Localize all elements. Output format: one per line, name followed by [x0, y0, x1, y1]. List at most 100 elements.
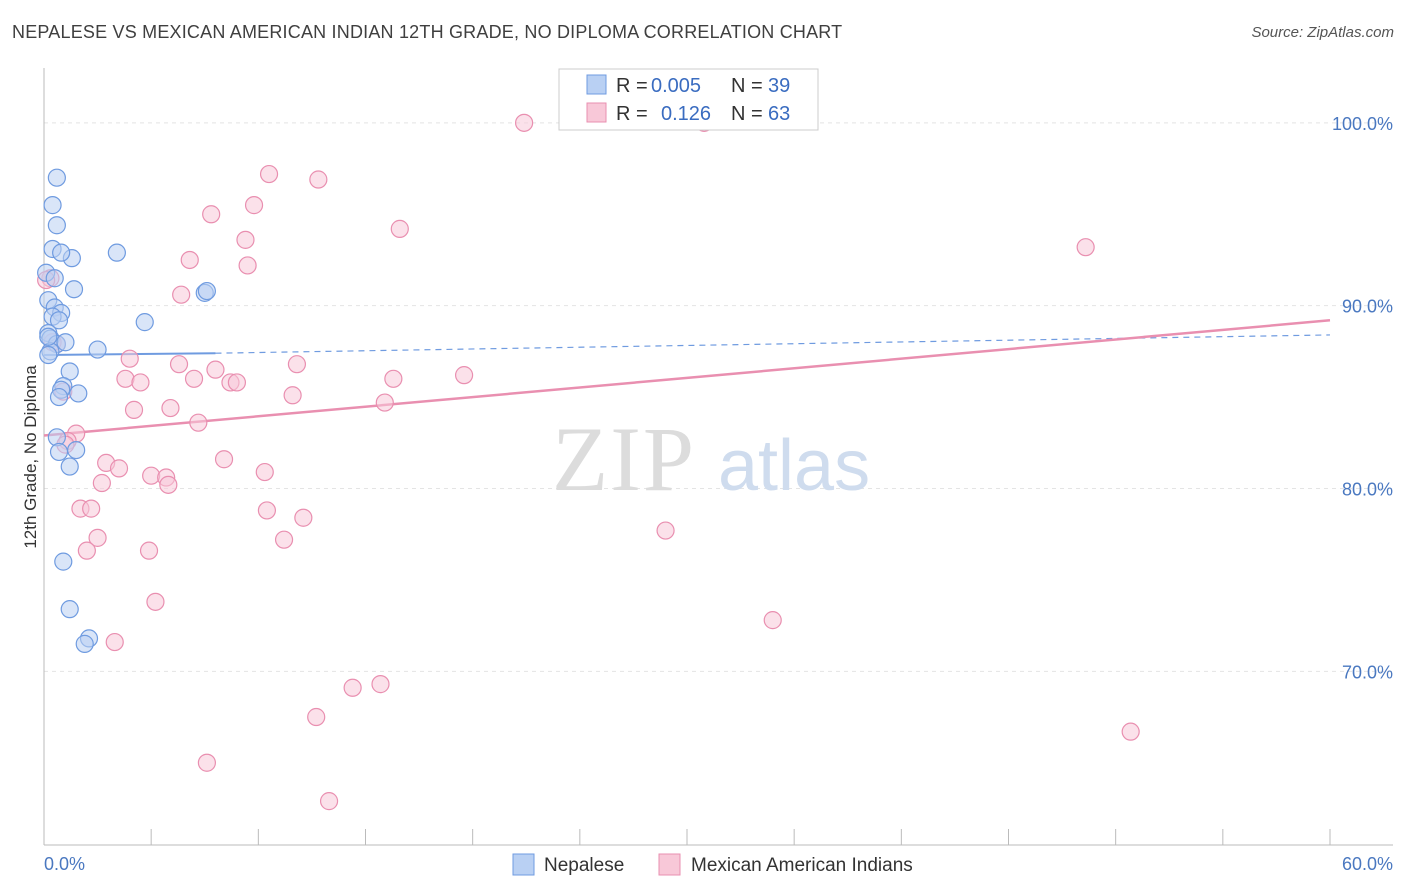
point-mexican-american-indians-46: [656, 521, 675, 540]
point-mexican-american-indians-58: [197, 753, 216, 772]
point-nepalese-37: [75, 634, 94, 653]
y-tick-labels: 100.0% 90.0% 80.0% 70.0%: [1332, 114, 1393, 682]
point-mexican-american-indians-49: [77, 541, 96, 560]
legend-label-nepalese: Nepalese: [544, 855, 624, 876]
data-points: [37, 111, 1140, 811]
point-mexican-american-indians-57: [1121, 722, 1140, 741]
point-nepalese-6: [107, 243, 126, 262]
y-tick-label-1: 90.0%: [1342, 297, 1393, 317]
point-mexican-american-indians-50: [139, 541, 159, 560]
point-nepalese-21: [56, 333, 75, 352]
point-nepalese-32: [67, 441, 86, 460]
point-mexican-american-indians-8: [236, 230, 255, 249]
point-nepalese-2: [47, 216, 66, 235]
y-tick-label-3: 70.0%: [1342, 662, 1393, 682]
point-mexican-american-indians-27: [283, 386, 302, 405]
point-mexican-american-indians-52: [763, 611, 782, 630]
point-mexican-american-indians-55: [343, 678, 362, 697]
point-mexican-american-indians-41: [159, 475, 178, 494]
point-mexican-american-indians-15: [120, 349, 139, 368]
stats-legend: R = 0.005 N = 39 R = 0.126 N = 63: [558, 68, 819, 131]
trend-line-extension-0: [215, 334, 1331, 354]
point-nepalese-0: [47, 168, 66, 187]
point-mexican-american-indians-29: [124, 400, 144, 419]
point-nepalese-31: [49, 442, 69, 462]
point-mexican-american-indians-22: [131, 373, 150, 392]
chart-source: Source: ZipAtlas.com: [1251, 24, 1394, 41]
stats-legend-n-label-2: N =: [731, 103, 763, 125]
stats-legend-r-value-1: 0.005: [651, 75, 701, 97]
legend-label-mexican-american-indians: Mexican American Indians: [691, 855, 913, 876]
point-mexican-american-indians-44: [257, 501, 277, 520]
x-tick-label-max: 60.0%: [1342, 854, 1393, 874]
point-mexican-american-indians-24: [227, 373, 246, 392]
point-nepalese-1: [43, 196, 62, 215]
point-mexican-american-indians-3: [259, 164, 279, 184]
stats-legend-n-value-1: 39: [768, 75, 790, 97]
point-mexican-american-indians-13: [172, 285, 191, 304]
legend-swatch-nepalese: [512, 853, 535, 876]
x-ticks: [150, 829, 1331, 845]
y-tick-label-0: 100.0%: [1332, 114, 1393, 134]
watermark-zip: ZIP: [552, 408, 696, 510]
point-mexican-american-indians-28: [375, 393, 394, 412]
point-mexican-american-indians-7: [390, 219, 409, 238]
point-mexican-american-indians-16: [169, 355, 189, 374]
legend-swatch-mexican-american-indians: [658, 853, 681, 876]
point-nepalese-29: [49, 387, 69, 407]
point-nepalese-27: [69, 384, 88, 403]
point-mexican-american-indians-17: [287, 355, 307, 374]
point-mexican-american-indians-20: [184, 369, 204, 388]
point-mexican-american-indians-34: [214, 450, 234, 469]
point-nepalese-11: [197, 281, 216, 301]
point-mexican-american-indians-54: [371, 675, 390, 694]
point-mexican-american-indians-6: [202, 205, 221, 224]
point-mexican-american-indians-40: [92, 473, 111, 493]
stats-legend-swatch-nepalese: [586, 74, 607, 95]
point-nepalese-23: [88, 340, 107, 359]
point-nepalese-34: [54, 552, 73, 571]
point-nepalese-17: [135, 313, 154, 332]
point-nepalese-35: [60, 600, 79, 619]
y-axis-label: 12th Grade, No Diploma: [21, 365, 40, 549]
point-mexican-american-indians-31: [189, 413, 208, 432]
stats-legend-n-label-1: N =: [731, 75, 763, 97]
point-mexican-american-indians-0: [515, 113, 534, 132]
watermark-atlas: atlas: [718, 426, 870, 506]
point-nepalese-24: [39, 345, 58, 365]
point-mexican-american-indians-10: [238, 256, 257, 275]
trend-line-1: [43, 319, 1331, 437]
x-tick-label-min: 0.0%: [44, 854, 85, 874]
point-mexican-american-indians-4: [309, 170, 328, 189]
point-mexican-american-indians-43: [82, 499, 101, 518]
point-nepalese-16: [49, 311, 69, 330]
point-mexican-american-indians-30: [161, 398, 180, 418]
point-mexican-american-indians-5: [244, 196, 264, 215]
point-nepalese-33: [60, 457, 79, 476]
y-tick-label-2: 80.0%: [1342, 479, 1393, 499]
stats-legend-swatch-mexican-american-indians: [586, 102, 607, 123]
point-mexican-american-indians-53: [105, 632, 124, 652]
watermark: ZIP atlas: [552, 408, 870, 510]
point-nepalese-38: [39, 327, 58, 346]
point-nepalese-5: [52, 243, 71, 262]
point-mexican-american-indians-11: [1076, 238, 1095, 257]
point-mexican-american-indians-18: [454, 366, 474, 385]
point-nepalese-8: [45, 269, 64, 288]
point-mexican-american-indians-59: [319, 792, 339, 811]
axes: [43, 68, 1393, 846]
point-nepalese-9: [64, 280, 84, 299]
point-mexican-american-indians-48: [274, 530, 294, 549]
point-mexican-american-indians-36: [109, 459, 129, 478]
point-mexican-american-indians-9: [180, 250, 199, 270]
chart-title: NEPALESE VS MEXICAN AMERICAN INDIAN 12TH…: [12, 22, 843, 42]
stats-legend-n-value-2: 63: [768, 103, 790, 125]
point-mexican-american-indians-19: [116, 369, 135, 388]
point-mexican-american-indians-51: [146, 592, 165, 611]
point-mexican-american-indians-47: [88, 528, 107, 547]
stats-legend-r-label-2: R =: [616, 103, 648, 125]
point-mexican-american-indians-37: [255, 462, 274, 482]
point-mexican-american-indians-25: [206, 360, 225, 379]
point-mexican-american-indians-56: [307, 707, 326, 727]
stats-legend-r-label-1: R =: [616, 75, 648, 97]
